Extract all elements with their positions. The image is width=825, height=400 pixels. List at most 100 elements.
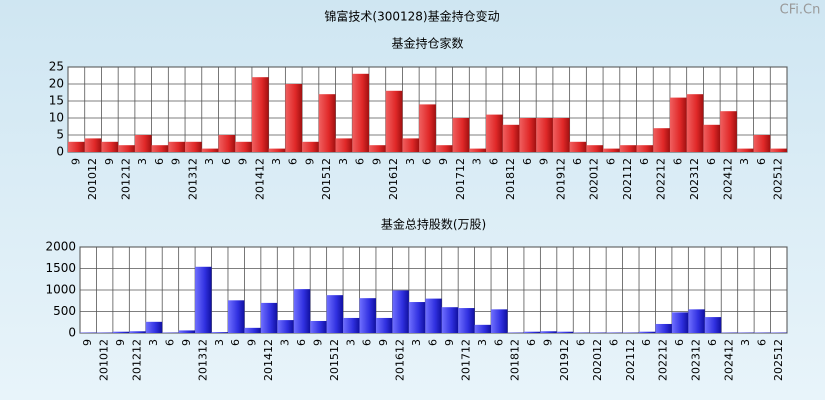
- chart-title: 基金持仓家数: [391, 36, 463, 51]
- x-tick-label: 9: [180, 339, 193, 346]
- y-tick-label: 1500: [45, 261, 76, 275]
- x-tick-label: 202312: [690, 339, 703, 381]
- x-tick-label: 3: [476, 339, 489, 346]
- x-tick-label: 9: [237, 158, 250, 165]
- bar: [569, 141, 587, 152]
- y-tick-label: 0: [56, 145, 64, 159]
- x-tick-label: 6: [706, 339, 719, 346]
- x-tick-label: 9: [377, 339, 390, 346]
- x-tick-label: 202012: [588, 158, 601, 200]
- y-tick-label: 2000: [45, 240, 76, 254]
- bar: [201, 148, 219, 152]
- x-tick-label: 9: [114, 339, 127, 346]
- bar: [84, 138, 102, 152]
- x-tick-label: 6: [521, 158, 534, 165]
- y-tick-label: 1000: [45, 283, 76, 297]
- x-tick-label: 201312: [196, 339, 209, 381]
- bar: [293, 289, 311, 333]
- x-tick-label: 6: [604, 158, 617, 165]
- x-tick-label: 9: [170, 158, 183, 165]
- bar: [129, 331, 146, 333]
- bar: [335, 138, 353, 152]
- bar: [151, 145, 169, 152]
- x-tick-label: 9: [443, 339, 456, 346]
- x-tick-label: 9: [103, 158, 116, 165]
- chart-title: 基金总持股数(万股): [381, 217, 486, 232]
- x-tick-label: 9: [311, 339, 324, 346]
- bar: [402, 138, 420, 152]
- bar: [318, 94, 336, 152]
- x-tick-label: 202412: [722, 339, 735, 381]
- bar: [686, 94, 704, 152]
- bar: [211, 332, 228, 333]
- bar: [168, 141, 186, 152]
- y-tick-label: 0: [68, 326, 76, 340]
- x-tick-label: 3: [739, 339, 752, 346]
- x-tick-label: 6: [153, 158, 166, 165]
- x-tick-label: 3: [270, 158, 283, 165]
- x-tick-label: 6: [354, 158, 367, 165]
- bar: [227, 300, 245, 333]
- bar: [704, 317, 722, 333]
- bar: [185, 141, 202, 152]
- x-tick-label: 201512: [320, 158, 333, 200]
- x-tick-label: 6: [673, 339, 686, 346]
- bar: [619, 145, 637, 152]
- x-tick-label: 9: [246, 339, 259, 346]
- x-tick-label: 9: [69, 158, 82, 165]
- x-tick-label: 201912: [558, 339, 571, 381]
- x-tick-label: 201712: [459, 339, 472, 381]
- bar: [285, 84, 303, 152]
- x-tick-label: 6: [229, 339, 242, 346]
- bar: [639, 331, 656, 333]
- x-tick-label: 201412: [253, 158, 266, 200]
- page-title: 锦富技术(300128)基金持仓变动: [324, 9, 499, 24]
- x-tick-label: 3: [279, 339, 292, 346]
- bar: [671, 312, 689, 333]
- x-tick-label: 6: [755, 339, 768, 346]
- bar: [118, 145, 135, 152]
- x-tick-label: 202112: [624, 339, 637, 381]
- x-tick-label: 6: [571, 158, 584, 165]
- x-tick-label: 202112: [621, 158, 634, 200]
- x-tick-label: 3: [344, 339, 357, 346]
- bar: [736, 148, 754, 152]
- x-tick-label: 201712: [454, 158, 467, 200]
- bar: [68, 141, 85, 152]
- x-tick-label: 201612: [387, 158, 400, 200]
- bar: [326, 295, 344, 333]
- bar: [408, 302, 426, 333]
- x-tick-label: 201312: [186, 158, 199, 200]
- x-tick-label: 6: [525, 339, 538, 346]
- x-tick-label: 9: [303, 158, 316, 165]
- bar: [491, 309, 508, 333]
- bar: [368, 145, 386, 152]
- y-tick-label: 500: [53, 304, 76, 318]
- x-tick-label: 201912: [554, 158, 567, 200]
- x-tick-label: 202212: [655, 158, 668, 200]
- x-tick-label: 6: [295, 339, 308, 346]
- x-tick-label: 201512: [328, 339, 341, 381]
- bar: [310, 320, 327, 333]
- bar: [385, 90, 403, 152]
- x-tick-label: 6: [492, 339, 505, 346]
- x-tick-label: 3: [337, 158, 350, 165]
- x-tick-label: 201212: [120, 158, 133, 200]
- x-tick-label: 201012: [98, 339, 111, 381]
- watermark: CFi.Cn: [780, 3, 821, 18]
- bar: [688, 309, 705, 333]
- bar: [458, 308, 475, 333]
- bar: [419, 104, 436, 152]
- bar: [523, 331, 541, 333]
- y-tick-label: 5: [56, 128, 64, 142]
- bar: [244, 327, 261, 333]
- bar: [452, 118, 470, 152]
- x-tick-label: 3: [738, 158, 751, 165]
- x-tick-label: 6: [427, 339, 440, 346]
- bar: [486, 114, 503, 152]
- bar: [720, 111, 737, 152]
- bar: [302, 141, 319, 152]
- bar: [352, 73, 369, 152]
- x-tick-label: 3: [213, 339, 226, 346]
